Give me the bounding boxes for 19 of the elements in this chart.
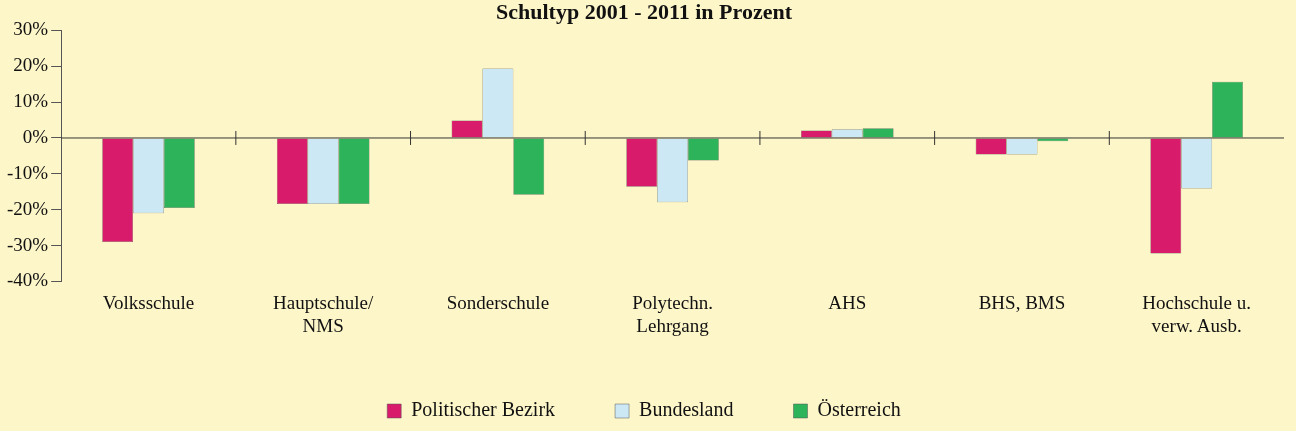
x-tick-label: Hochschule u. verw. Ausb. — [1142, 291, 1252, 336]
x-tick-label: Hauptschule/ NMS — [273, 291, 375, 336]
x-tick-label: Volksschule — [102, 291, 195, 313]
chart-title: Schultyp 2001 - 2011 in Prozent — [495, 0, 793, 24]
y-tick-label: -10% — [7, 161, 49, 183]
y-tick-label: -30% — [7, 233, 49, 255]
x-tick-label: BHS, BMS — [978, 291, 1066, 313]
y-tick-label: 0% — [22, 125, 49, 147]
x-tick-label: Polytechn. Lehrgang — [632, 291, 713, 336]
y-tick-label: -40% — [7, 269, 49, 291]
x-tick-label: Sonderschule — [446, 291, 550, 313]
y-tick-label: -20% — [7, 197, 49, 219]
x-tick-label: AHS — [828, 291, 867, 313]
y-tick-label: 20% — [13, 54, 49, 76]
legend-label: Österreich — [817, 398, 901, 421]
y-tick-label: 30% — [13, 18, 49, 40]
y-tick-label: 10% — [13, 90, 49, 112]
legend-label: Politischer Bezirk — [411, 398, 556, 421]
legend-label: Bundesland — [639, 398, 734, 421]
